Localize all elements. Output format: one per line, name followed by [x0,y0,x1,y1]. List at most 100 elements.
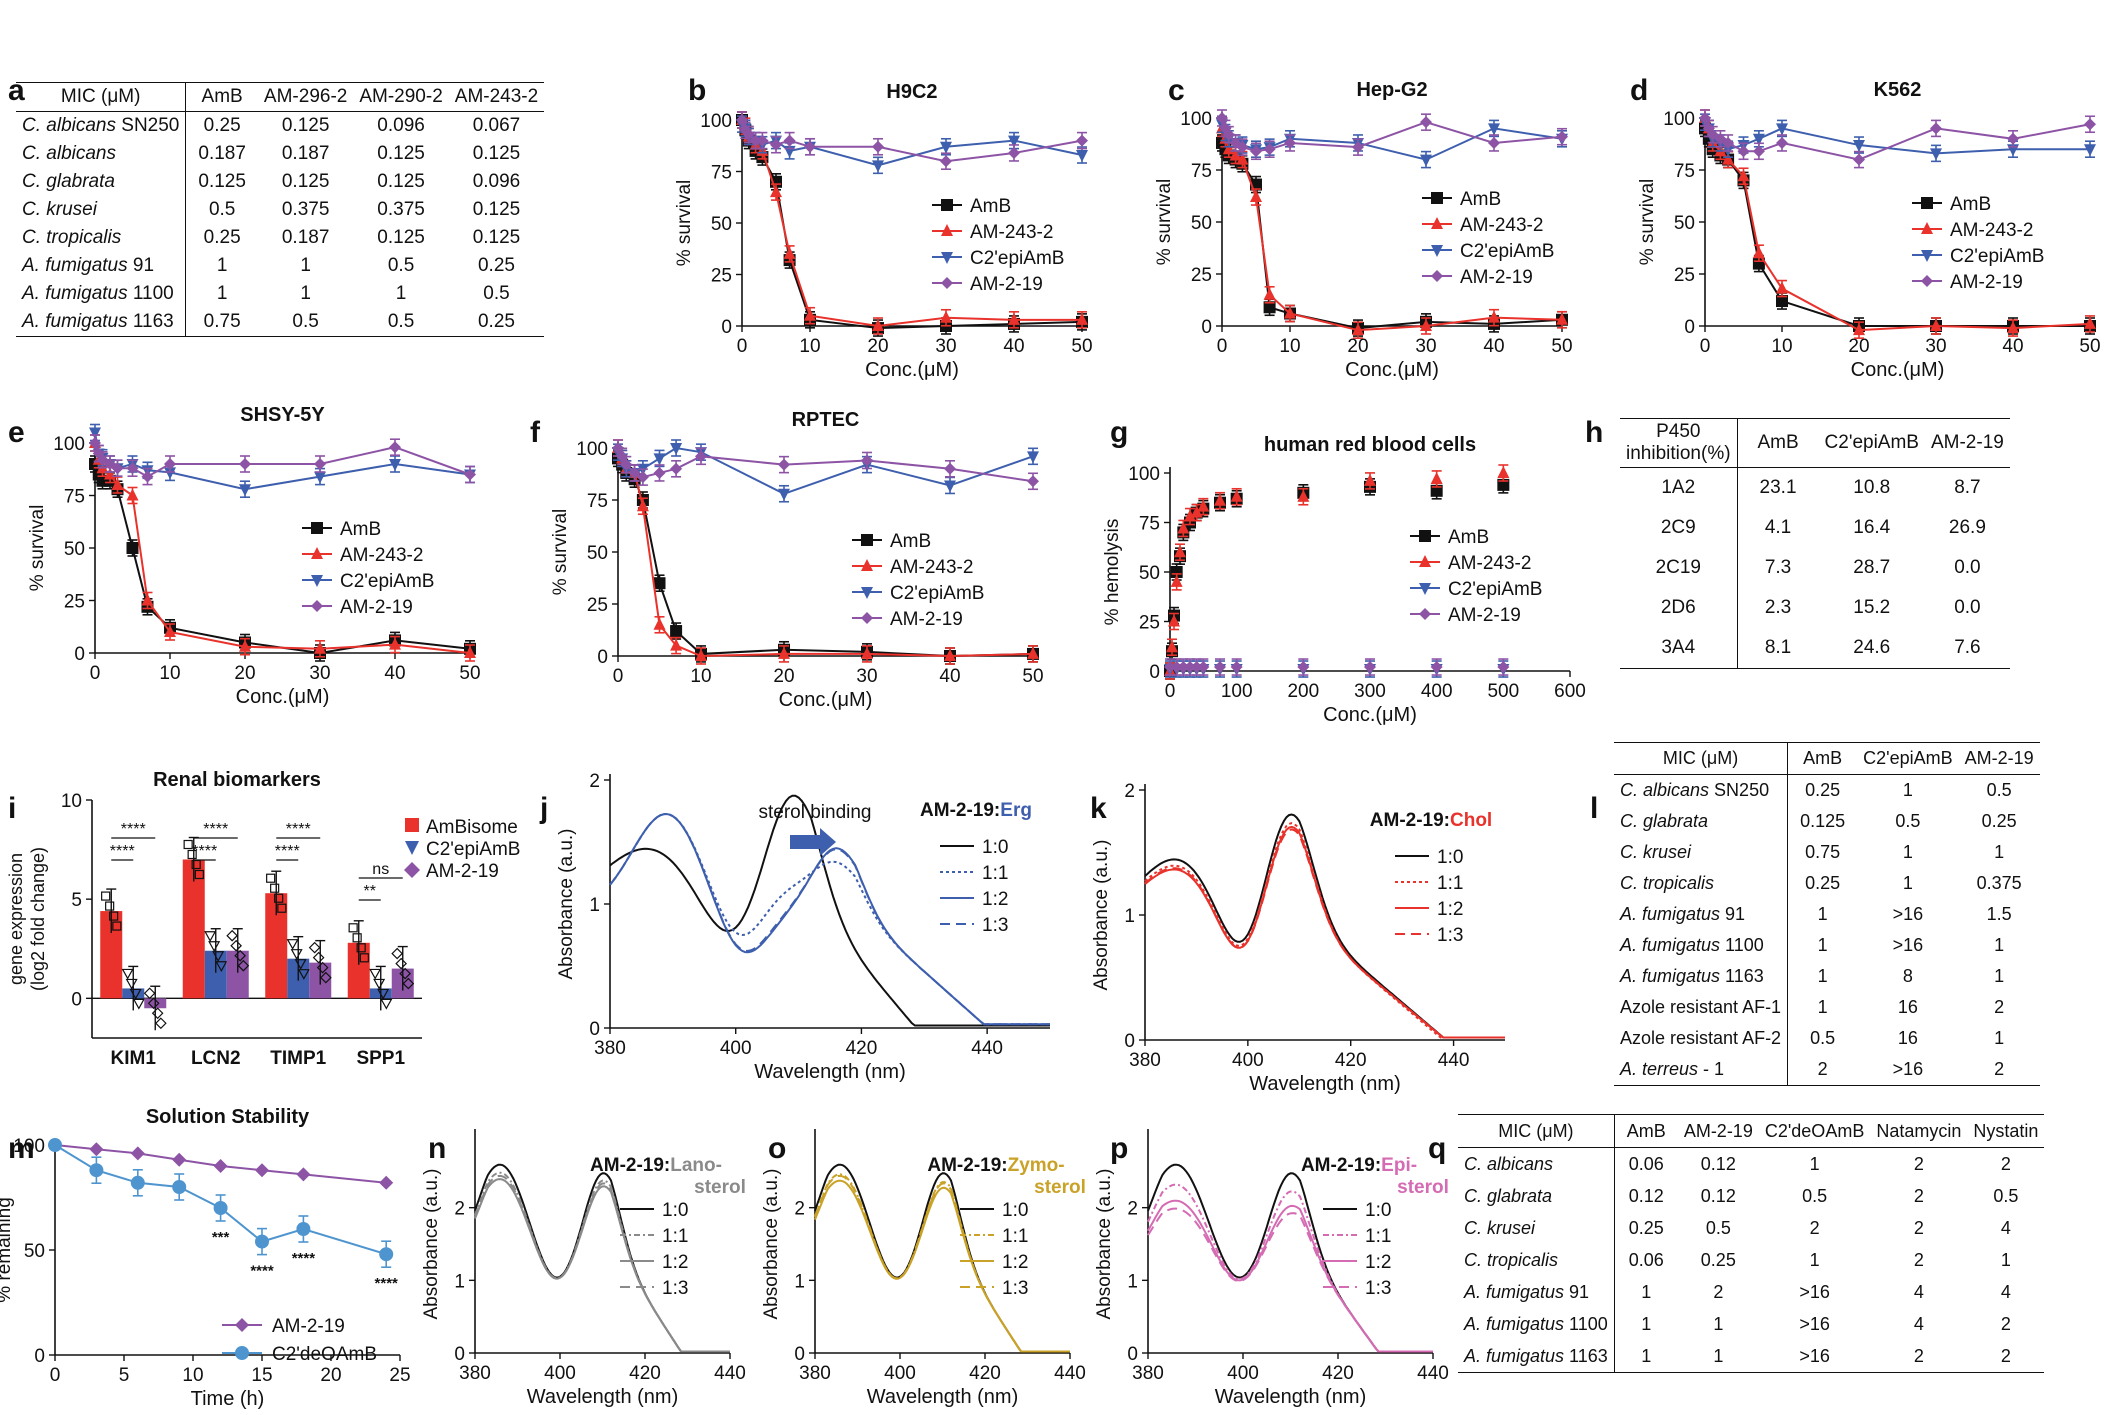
legend-label: 1:2 [662,1252,688,1273]
table-cell: 1 [1677,1340,1759,1373]
column-header: AM-2-19 [1958,742,2040,775]
marker-circle [89,1163,104,1178]
marker-diamond [151,1007,164,1020]
marker-diamond [402,977,415,990]
legend-label: AmB [340,519,381,540]
marker-triangle [653,617,666,630]
x-tick-label: 0 [613,666,624,687]
marker-diamond [1488,136,1500,149]
x-tick-label: 380 [594,1038,626,1059]
table-cell: 0.125 [472,199,521,220]
marker-diamond [742,128,755,141]
marker-diamond [1027,475,1039,488]
table-cell: 0.5 [257,308,354,337]
marker-triangle [1008,312,1020,325]
marker-diamond [1214,661,1226,674]
x-tick-label: 10 [1771,336,1792,357]
marker-square [311,522,323,534]
marker-diamond [1250,145,1262,158]
marker-diamond [804,140,816,153]
x-axis-label: Conc.(μM) [1323,704,1417,726]
legend-label: AM-243-2 [1950,220,2033,241]
marker-triangle [1236,152,1249,165]
row-label: C. krusei [22,199,97,220]
table-cell: 1 [185,280,258,308]
x-tick-label: 0 [90,663,101,684]
marker-triangle-down [369,968,382,980]
data-point [121,968,134,980]
data-point [112,921,122,931]
x-category-label: TIMP1 [270,1048,326,1069]
chart-j: 380 400 420 440 0 1 2 Wavelength (nm) Absorbance… [556,771,1050,1083]
table-h-p450: P450 inhibition(%) AmB C2'epiAmB AM-2-19 1A2 2… [1620,418,2010,669]
x-tick-label: 50 [459,663,480,684]
marker-circle [130,1175,145,1190]
marker-diamond [628,466,641,479]
marker-triangle-down [129,988,142,1000]
marker-diamond [941,277,953,289]
legend-title: AM-2-19:Zymo- [927,1155,1064,1176]
row-label: A. fumigatus 1163 [16,308,186,337]
marker-triangle-down [377,988,390,1000]
table-cell: 16 [1897,1028,1918,1048]
y-tick-label: 0 [1201,317,1212,338]
x-tick-label: 420 [629,1363,661,1384]
bar [226,950,249,999]
table-cell: >16 [1892,935,1924,955]
legend-title-prefix: AM-2-19: [920,800,1000,821]
table-cell: 1 [1994,1028,2005,1048]
table-row: A. fumigatus 1163 1 8 1 [1614,961,2040,992]
data-point [109,911,119,921]
y-tick-label: 100 [576,439,608,460]
y-tick-label: 0 [1684,317,1695,338]
marker-square [270,883,280,893]
marker-diamond [1430,661,1443,674]
marker-circle [172,1180,187,1194]
marker-triangle [314,641,326,654]
panel-letter-e: e [8,416,25,449]
table-cell: 1 [1613,1308,1678,1340]
marker-diamond [861,612,873,624]
spectrum-line [609,794,1050,1027]
table-cell: 0.125 [281,171,330,192]
marker-diamond [1853,153,1865,166]
panel-letter-h: h [1585,416,1603,449]
table-cell: 4 [1913,1282,1924,1302]
marker-triangle [1352,323,1364,336]
y-tick-label: 50 [587,543,608,564]
data-point [208,941,221,952]
marker-triangle-down [1488,123,1500,136]
marker-square [359,953,369,963]
marker-square [861,534,873,546]
table-row: C. krusei 0.25 0.5 2 2 4 [1458,1212,2044,1244]
marker-triangle [311,547,323,559]
marker-diamond [314,458,326,470]
table-cell: 0.12 [1700,1186,1736,1206]
chart-title: RPTEC [792,409,860,431]
row-label: A. fumigatus 91 [22,255,155,276]
marker-triangle-down [121,968,134,980]
table-cell: 0.5 [483,283,510,304]
table-row: C. albicans SN250 0.25 1 0.5 [1614,774,2040,806]
table-cell: 0.5 [185,196,258,224]
y-tick-label: 2 [794,1199,805,1220]
table-cell: 1 [1613,1276,1678,1308]
legend-label: AM-243-2 [1448,553,1531,574]
marker-circle [255,1234,269,1249]
marker-triangle-down [1921,250,1933,262]
marker-diamond [749,134,762,147]
significance-label: **** [121,821,146,838]
legend-label: 1:1 [662,1226,688,1247]
marker-triangle [1752,246,1765,259]
data-point [237,959,250,972]
marker-diamond [1364,661,1376,674]
marker-diamond [141,470,154,483]
marker-square [1419,530,1431,542]
table-row: A. fumigatus 1163 1 1 >16 2 2 [1458,1340,2045,1373]
legend-label: 1:0 [1002,1200,1028,1221]
marker-triangle [872,319,884,331]
row-label: C. krusei [1620,842,1692,862]
marker-triangle-down [653,453,666,466]
column-header: AmB [1736,418,1819,468]
marker-triangle-down [1930,148,1942,161]
